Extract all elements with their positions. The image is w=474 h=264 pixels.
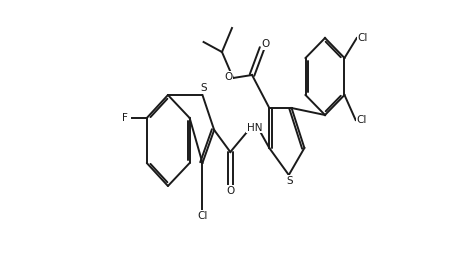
Text: Cl: Cl <box>356 115 366 125</box>
Text: Cl: Cl <box>197 211 208 221</box>
Text: O: O <box>226 186 235 196</box>
Text: HN: HN <box>247 123 262 133</box>
Text: O: O <box>261 39 269 49</box>
Text: Cl: Cl <box>357 33 368 43</box>
Text: S: S <box>201 83 207 93</box>
Text: S: S <box>286 176 292 186</box>
Text: O: O <box>224 72 232 82</box>
Text: F: F <box>122 113 128 123</box>
